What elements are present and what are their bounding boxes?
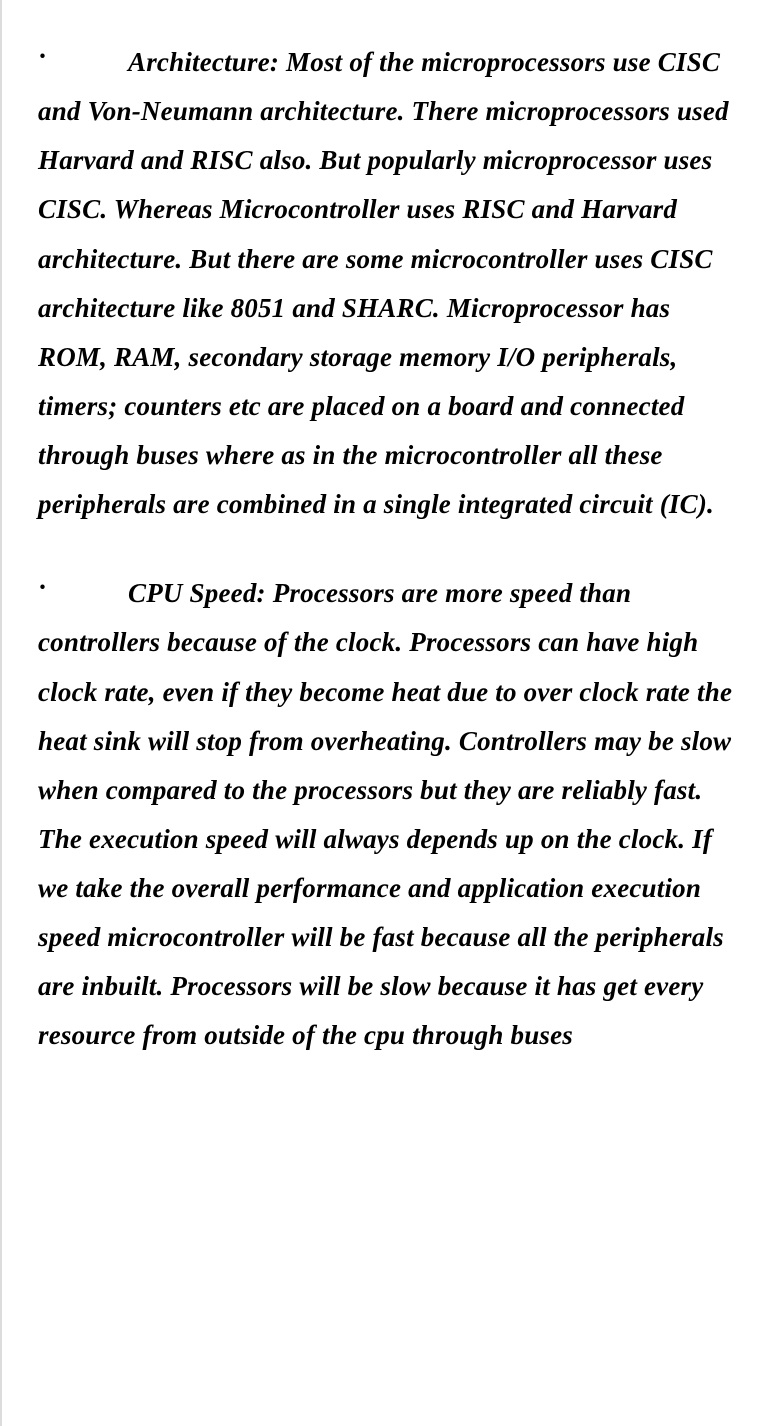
bullet-icon: · bbox=[38, 569, 128, 618]
document-page: ·Architecture: Most of the microprocesso… bbox=[0, 0, 774, 1426]
paragraph-body: Processors are more speed than controlle… bbox=[38, 578, 732, 1050]
paragraph-cpu-speed: ·CPU Speed: Processors are more speed th… bbox=[38, 569, 738, 1060]
paragraph-heading: CPU Speed: bbox=[128, 578, 266, 608]
bullet-icon: · bbox=[38, 38, 128, 87]
paragraph-body: Most of the microprocessors use CISC and… bbox=[38, 47, 729, 519]
paragraph-heading: Architecture: bbox=[128, 47, 279, 77]
paragraph-architecture: ·Architecture: Most of the microprocesso… bbox=[38, 38, 738, 529]
